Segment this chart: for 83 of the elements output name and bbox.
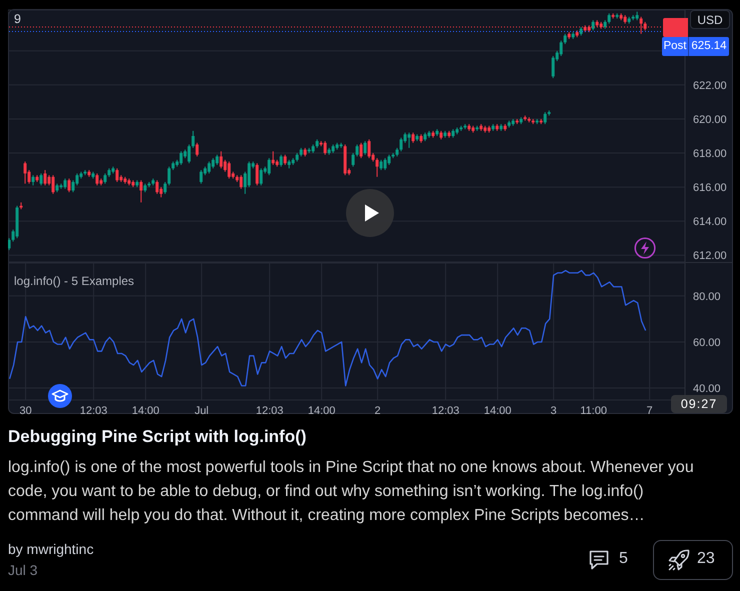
candlestick <box>188 144 191 164</box>
chart-title: 9 <box>14 12 21 26</box>
text: Debugging Pine Script with log.info() <box>8 427 306 447</box>
text: 23 <box>697 550 715 568</box>
candlestick <box>192 130 195 148</box>
candlestick <box>268 158 271 176</box>
candlestick <box>560 40 563 56</box>
candlestick <box>360 142 363 159</box>
y-tick-label: 614.00 <box>693 216 727 228</box>
candlestick <box>400 137 403 152</box>
candlestick <box>220 150 223 169</box>
x-tick-label: 14:00 <box>132 404 160 417</box>
y-tick-label: 618.00 <box>693 148 727 160</box>
candlestick <box>384 158 387 171</box>
x-tick-label: 14:00 <box>484 404 512 417</box>
candlestick <box>32 174 35 186</box>
candlestick <box>552 55 555 79</box>
text: 09:27 <box>671 395 727 413</box>
x-tick-label: 7 <box>646 404 653 417</box>
text: 5 <box>619 550 628 568</box>
text: log.info() is one of the most powerful tools in Pine Script that no one knows about. Whenever you code, you want to be able to debug, or find out why something isn’t working. The log.info() command will help you do that. Without it, creating more complex Pine Scripts becomes… <box>8 458 695 526</box>
candlestick <box>544 112 547 125</box>
x-tick-label: 2 <box>374 404 381 417</box>
candlestick <box>352 152 355 168</box>
candlestick <box>24 161 27 184</box>
candlestick <box>412 132 415 144</box>
candlestick <box>260 168 263 186</box>
candlestick <box>216 154 219 166</box>
candlestick <box>240 174 243 190</box>
x-tick-label: 30 <box>19 404 32 417</box>
y-tick-label: 60.00 <box>693 336 721 349</box>
candlestick <box>280 154 283 168</box>
candlestick <box>196 142 199 157</box>
x-tick-label: 12:03 <box>256 404 284 417</box>
candlestick <box>248 161 251 188</box>
x-tick-label: 14:00 <box>308 404 336 417</box>
text: log.info() - 5 Examples <box>14 274 134 288</box>
candlestick <box>324 140 327 156</box>
text: by mwrightinc <box>8 541 94 557</box>
x-tick-label: 11:00 <box>580 404 607 417</box>
x-tick-label: 12:03 <box>80 404 108 417</box>
candlestick <box>8 238 11 251</box>
candlestick <box>380 159 383 171</box>
candlestick <box>564 33 567 45</box>
x-tick-label: 3 <box>550 404 557 417</box>
candlestick <box>104 172 107 184</box>
y-tick-label: 616.00 <box>693 182 727 194</box>
candlestick <box>200 170 203 184</box>
candlestick <box>608 12 611 24</box>
text: Jul 3 <box>8 562 38 578</box>
candlestick <box>116 168 119 182</box>
line-series <box>8 270 646 386</box>
candlestick <box>68 178 71 193</box>
ref-line-label: Post 625.14 <box>662 38 728 54</box>
candlestick <box>180 150 183 166</box>
y-tick-label: 622.00 <box>693 80 727 92</box>
candlestick <box>228 161 231 180</box>
candlestick <box>388 154 391 166</box>
y-tick-label: 40.00 <box>693 382 721 395</box>
candlestick <box>96 172 99 186</box>
candlestick <box>592 20 595 31</box>
candlestick <box>140 180 143 203</box>
candlestick <box>44 170 47 186</box>
candlestick <box>164 181 167 194</box>
y-tick-label: 80.00 <box>693 290 721 303</box>
y-tick-label: 612.00 <box>693 250 727 262</box>
y-tick-label: 620.00 <box>693 114 727 126</box>
candlestick <box>376 158 379 178</box>
x-tick-label: 12:03 <box>432 404 460 417</box>
candlestick <box>156 180 159 194</box>
y-axis-title: USD <box>690 10 730 29</box>
candlestick <box>208 161 211 174</box>
candlestick <box>64 178 67 190</box>
candlestick <box>364 140 367 156</box>
candlestick <box>168 166 171 186</box>
candlestick <box>356 144 359 157</box>
candlestick <box>212 158 215 169</box>
x-tick-label: Jul <box>194 404 209 417</box>
candlestick <box>40 172 43 186</box>
candlestick <box>284 154 287 166</box>
candlestick <box>256 162 259 186</box>
candlestick <box>52 174 55 194</box>
candlestick <box>368 138 371 159</box>
